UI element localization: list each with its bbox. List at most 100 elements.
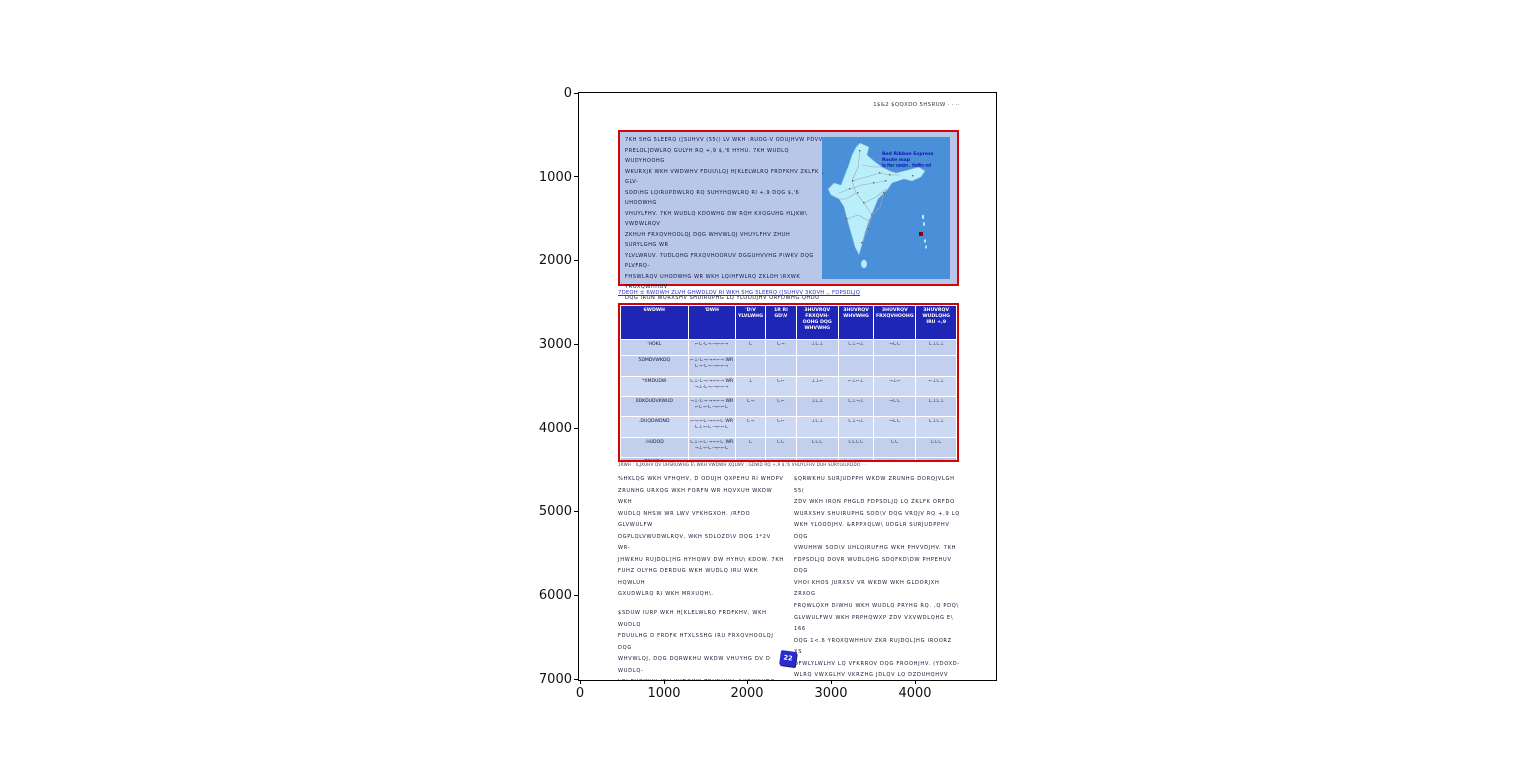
y-tick-label: 7000	[538, 672, 572, 687]
table-cell: ∟¬	[734, 396, 767, 417]
y-tick-label: 3000	[538, 337, 572, 352]
date-cell: ∟⊥·∟¬·¬⌐⌐¬ WR ¬⊥·∟¬·¬⌐⌐¬	[687, 376, 736, 397]
table-cell: ⊥	[734, 376, 767, 397]
column-header-persons-counselled2: 3HUVRQV FRXQVHOOHG	[873, 305, 917, 340]
table-row: *XMDUDW ∟⊥·∟¬·¬⌐⌐¬ WR ¬⊥·∟¬·¬⌐⌐¬ ⊥ ∟⌐ ⊥⊥…	[620, 376, 957, 397]
map-title-line1: Red Ribbon Express Route map	[882, 152, 934, 163]
column-header-state: 6WDWH	[620, 305, 689, 340]
table-cell	[795, 355, 839, 377]
page-number-badge: 22	[779, 649, 797, 668]
x-tick-label: 4000	[898, 686, 932, 701]
table-cell: ∟⌐	[765, 376, 797, 397]
table-cell: ¬∟∟	[873, 396, 917, 417]
state-name-cell: 5DMDVWKDQ	[620, 355, 689, 377]
table-cell: ∟⌐	[765, 416, 797, 438]
date-cell: ⌐∟·∟¬·¬⌐⌐¬	[687, 339, 736, 356]
india-map-panel: Red Ribbon Express Route map रेड रिबन एक…	[822, 137, 950, 279]
table-cell	[765, 355, 797, 377]
andaman-island	[923, 222, 925, 226]
table-cell: ⊥∟⊥	[795, 396, 839, 417]
table-row: 0DKDUDVKWUD ¬⊥·∟¬·¬⌐⌐¬ WR ⌐∟·⌐∟·¬⌐⌐∟ ∟¬ …	[620, 396, 957, 417]
table-cell: ∟⊥¬⊥	[837, 416, 875, 438]
table-cell	[915, 355, 957, 377]
column-header-no-of-days: 1R RI GD\V	[765, 305, 797, 340]
table-cell: ∟⊥∟⊥	[915, 339, 957, 356]
table-caption: 7DEOH ± 6WDWH ZLVH GHWDLOV RI WKH 5HG 5L…	[618, 290, 861, 296]
table-cell: ∟∟∟	[795, 437, 839, 458]
x-tick-mark	[831, 680, 832, 684]
date-cell: ¬⊥·∟¬·¬⌐⌐¬ WR ⌐∟·⌐∟·¬⌐⌐∟	[687, 396, 736, 417]
table-cell: ∟¬	[765, 339, 797, 356]
table-row: .DUQDWDND ⌐¬·⌐∟·¬⌐⌐∟ WR ∟⊥·⌐∟·¬⌐⌐∟ ∟¬ ∟⌐…	[620, 416, 957, 438]
table-cell: ⊥⊥⌐	[795, 376, 839, 397]
table-row: 5DMDVWKDQ ⌐⊥·∟¬·¬⌐⌐¬ WR ∟¬·∟¬·¬⌐⌐¬	[620, 355, 957, 377]
table-cell: ¬∟∟	[873, 416, 917, 438]
table-cell: ⌐⊥⌐⊥	[837, 376, 875, 397]
andaman-island	[925, 245, 927, 249]
table-cell: ¬¬	[734, 457, 767, 460]
date-cell: ∟⊥·⌐∟·¬⌐⌐∟ WR ¬⊥·⌐∟·¬⌐⌐∟	[687, 437, 736, 458]
table-row: .HUDOD ∟⊥·⌐∟·¬⌐⌐∟ WR ¬⊥·⌐∟·¬⌐⌐∟ ∟ ∟∟ ∟∟∟…	[620, 437, 957, 458]
column-header-persons-trained: 3HUVRQV WUDLQHG IRU +,9	[915, 305, 957, 340]
y-tick-mark	[574, 176, 578, 177]
x-tick-label: 1000	[647, 686, 681, 701]
route-map-svg	[822, 142, 927, 269]
x-tick-mark	[664, 680, 665, 684]
table-cell: ¬⊥⌐	[873, 376, 917, 397]
y-tick-mark	[574, 260, 578, 261]
x-tick-mark	[747, 680, 748, 684]
body-column-left: %HKLQG WKH VFHQHV, D ODUJH QXPEHU RI WHD…	[618, 474, 785, 680]
table-cell: ∟¬ ⊥∟∟∟	[837, 457, 875, 460]
y-tick-label: 1000	[538, 170, 572, 185]
state-name-cell: .DUQDWDND	[620, 416, 689, 438]
table-cell	[837, 355, 875, 377]
column-header-persons-counselled: 3HUVRQV FRXQVH- OOHG DQG WHVWHG	[795, 305, 839, 340]
x-tick-mark	[915, 680, 916, 684]
y-tick-label: 0	[563, 86, 572, 101]
table-cell: ⌐⊥∟⊥	[915, 376, 957, 397]
state-name-cell: 0DKDUDVKWUD	[620, 396, 689, 417]
table-cell: ∟	[734, 339, 767, 356]
column-header-days-visited: 'D\V YLVLWHG	[734, 305, 767, 340]
table-cell: ∟	[734, 437, 767, 458]
y-tick-label: 2000	[538, 253, 572, 268]
column-header-date: 'DWH	[687, 305, 736, 340]
table-cell: ∟∟∟	[915, 437, 957, 458]
table-cell: ⊥∟⊥	[795, 339, 839, 356]
date-cell: ⌐¬·⌐∟·¬⌐⌐∟ WR ∟⊥·⌐∟·¬⌐⌐∟	[687, 416, 736, 438]
table-cell: ¬∟∟	[873, 339, 917, 356]
y-tick-label: 6000	[538, 588, 572, 603]
table-cell: ⊥⊥	[765, 457, 797, 460]
x-tick-label: 3000	[814, 686, 848, 701]
table-cell: ¬¬ ∟∟∟	[915, 457, 957, 460]
x-tick-label: 2000	[730, 686, 764, 701]
x-tick-mark	[580, 680, 581, 684]
table-cell: ⊥∟⊥	[795, 416, 839, 438]
table-cell: ∟∟	[765, 437, 797, 458]
state-table: 6WDWH 'DWH 'D\V YLVLWHG 1R RI GD\V 3HUVR…	[620, 305, 957, 460]
table-cell: ⊥⊥∟¬¬	[873, 457, 917, 460]
table-cell: ∟¬	[734, 416, 767, 438]
document-page: 1$&2 $QQXDO 5HSRUW · · ·· 7KH 5HG 5LEERQ…	[579, 93, 996, 680]
x-tick-label: 0	[575, 686, 585, 701]
y-tick-label: 5000	[538, 504, 572, 519]
table-total-row: 7RWDO ¬¬ ⊥⊥ ∟∟ ⊥⌐⊥ ∟¬ ⊥∟∟∟ ⊥⊥∟¬¬ ¬¬ ∟∟∟	[620, 457, 957, 460]
station-dots	[822, 150, 914, 244]
map-title: Red Ribbon Express Route map रेड रिबन एक…	[882, 152, 948, 169]
y-tick-mark	[574, 679, 578, 680]
andaman-island	[921, 214, 925, 220]
state-table-frame: 6WDWH 'DWH 'D\V YLVLWHG 1R RI GD\V 3HUVR…	[618, 303, 959, 462]
y-tick-mark	[574, 344, 578, 345]
paragraph: $QRWKHU SURJUDPPH WKDW ZRUNHG DORQJVLGH …	[794, 476, 960, 679]
intro-box: 7KH 5HG 5LEERQ ([SUHVV (55() LV WKH :RUO…	[618, 130, 959, 406]
india-outline	[827, 142, 926, 256]
state-name-cell: 'HOKL	[620, 339, 689, 356]
table-row: 'HOKL ⌐∟·∟¬·¬⌐⌐¬ ∟ ∟¬ ⊥∟⊥ ∟⊥¬⊥ ¬∟∟ ∟⊥∟⊥	[620, 339, 957, 356]
table-cell: ∟⌐	[765, 396, 797, 417]
y-tick-mark	[574, 595, 578, 596]
route-marker	[919, 232, 923, 236]
column-header-persons-tested: 3HUVRQV WHVWHG	[837, 305, 875, 340]
table-cell: ∟⊥¬⊥	[837, 396, 875, 417]
table-cell: ∟⊥¬⊥	[837, 339, 875, 356]
